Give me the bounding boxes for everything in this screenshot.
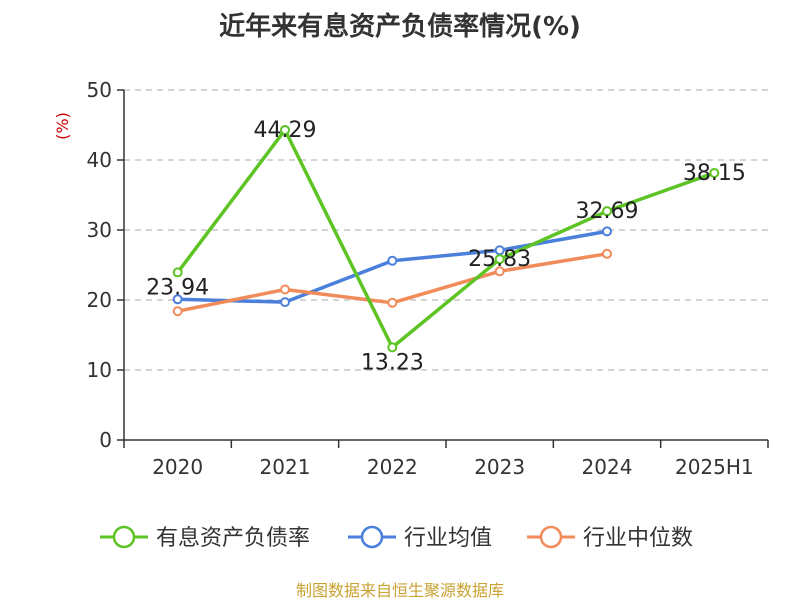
- x-tick-label: 2020: [152, 455, 203, 479]
- grid-lines: [124, 89, 768, 371]
- series-layer: [172, 124, 720, 353]
- data-point: [280, 124, 290, 135]
- series-line: [176, 128, 715, 350]
- y-tick-label: 0: [99, 428, 112, 452]
- y-tick-label: 50: [87, 78, 112, 102]
- legend-marker: [360, 525, 384, 549]
- legend-label: 行业中位数: [583, 526, 693, 551]
- data-point: [280, 297, 290, 308]
- data-point: [172, 306, 183, 317]
- legend-marker: [112, 525, 136, 549]
- data-point: [602, 248, 612, 259]
- data-point: [709, 167, 720, 178]
- data-label: 13.23: [361, 350, 424, 375]
- data-point: [280, 284, 290, 295]
- data-point: [387, 342, 398, 353]
- legend-label: 行业均值: [404, 526, 492, 551]
- data-labels: 23.94 44.29 13.23 25.83 32.69 38.15: [146, 118, 746, 375]
- x-tick-label: 2021: [260, 455, 311, 479]
- axes: 0 10 20 30 40 50 2020 2021 2022 2023 2024 2025H1: [87, 78, 769, 479]
- legend: 有息资产负债率 行业均值 行业中位数: [100, 525, 693, 551]
- source-note: 制图数据来自恒生聚源数据库: [296, 581, 504, 600]
- y-tick-label: 10: [87, 358, 112, 382]
- y-tick-label: 30: [87, 218, 112, 242]
- legend-marker: [539, 525, 563, 549]
- x-tick-label: 2022: [367, 455, 418, 479]
- data-point: [387, 297, 398, 308]
- chart-title: 近年来有息资产负债率情况(%): [219, 12, 581, 42]
- series-line: [177, 229, 608, 304]
- y-tick-label: 20: [87, 288, 112, 312]
- data-point: [387, 255, 398, 266]
- x-tick-label: 2024: [582, 455, 633, 479]
- data-label: 32.69: [576, 199, 639, 224]
- data-label: 44.29: [254, 118, 317, 143]
- data-point: [172, 267, 183, 278]
- data-label: 23.94: [146, 275, 209, 300]
- legend-label: 有息资产负债率: [156, 526, 310, 551]
- data-point: [494, 266, 505, 277]
- data-label: 38.15: [683, 161, 746, 186]
- data-label: 25.83: [468, 247, 531, 272]
- y-tick-label: 40: [87, 148, 112, 172]
- x-tick-label: 2025H1: [675, 455, 754, 479]
- x-tick-label: 2023: [474, 455, 525, 479]
- data-point: [494, 254, 505, 265]
- y-axis-label: (%): [53, 112, 72, 140]
- data-point: [602, 226, 612, 237]
- data-point: [602, 206, 612, 217]
- data-point: [172, 294, 183, 305]
